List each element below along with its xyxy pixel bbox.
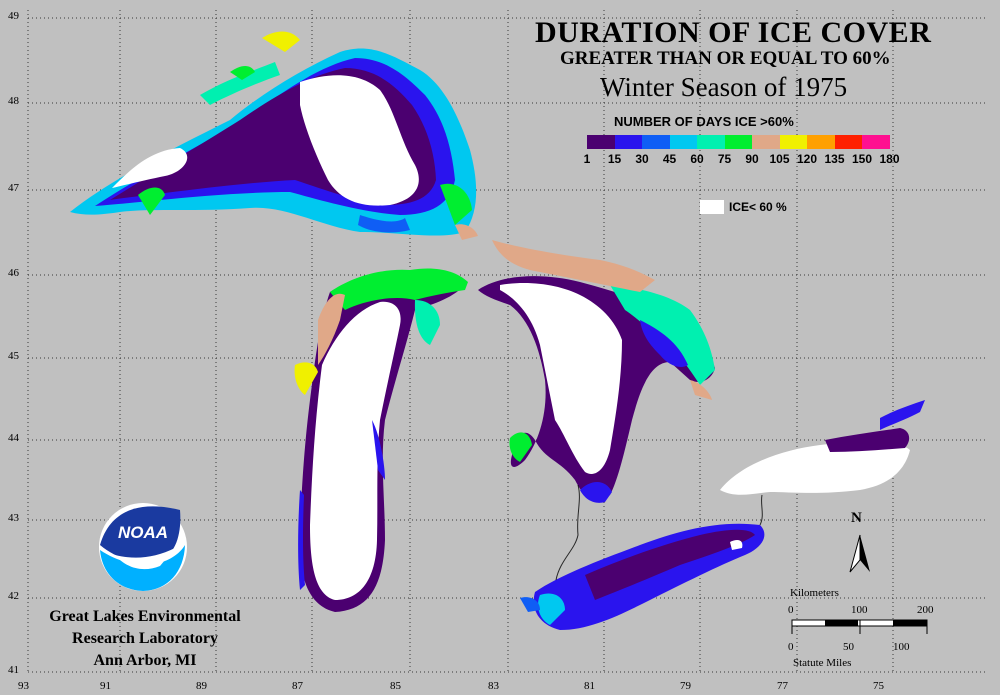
legend-swatch — [807, 135, 835, 149]
latitude-label: 42 — [8, 590, 19, 602]
latitude-label: 41 — [8, 664, 19, 676]
longitude-label: 81 — [584, 680, 595, 692]
longitude-label: 89 — [196, 680, 207, 692]
legend-title: NUMBER OF DAYS ICE >60% — [614, 114, 794, 129]
north-label: N — [851, 510, 862, 526]
legend-label: 120 — [796, 152, 818, 166]
map-subtitle: GREATER THAN OR EQUAL TO 60% — [560, 48, 891, 69]
scale-bar — [791, 619, 928, 634]
longitude-label: 91 — [100, 680, 111, 692]
legend-color-bar — [587, 135, 890, 149]
longitude-label: 93 — [18, 680, 29, 692]
scale-km-tick-200: 200 — [917, 604, 934, 616]
north-arrow — [849, 534, 870, 573]
scale-mi-tick-100: 100 — [893, 641, 910, 653]
legend-label: 30 — [635, 152, 649, 166]
scale-mi-tick-0: 0 — [788, 641, 794, 653]
legend-labels: 1 15 30 45 60 75 90 105 120 135 150 180 — [570, 152, 950, 168]
lake-erie — [520, 523, 765, 630]
longitude-label: 85 — [390, 680, 401, 692]
latitude-label: 48 — [8, 95, 19, 107]
season-label: Winter Season of 1975 — [600, 72, 848, 102]
legend-swatch — [614, 135, 642, 149]
latitude-label: 46 — [8, 267, 19, 279]
legend-swatch — [834, 135, 862, 149]
lake-michigan — [294, 268, 468, 612]
scale-km-tick-0: 0 — [788, 604, 794, 616]
longitude-label: 83 — [488, 680, 499, 692]
legend-swatch — [697, 135, 725, 149]
lab-name-line1: Great Lakes Environmental — [49, 608, 241, 625]
ice-legend: ICE< 60 % — [700, 200, 787, 214]
longitude-label: 77 — [777, 680, 788, 692]
latitude-label: 47 — [8, 182, 19, 194]
legend-label: 180 — [879, 152, 900, 166]
legend-label: 15 — [607, 152, 622, 166]
latitude-label: 44 — [8, 432, 19, 444]
longitude-label: 87 — [292, 680, 303, 692]
map-title: DURATION OF ICE COVER — [535, 16, 932, 49]
legend-swatch — [862, 135, 890, 149]
longitude-label: 75 — [873, 680, 884, 692]
legend-swatch — [642, 135, 670, 149]
legend-label: 75 — [717, 152, 732, 166]
ice-label: ICE< 60 % — [729, 200, 787, 214]
noaa-logo: NOAA — [99, 503, 187, 591]
legend-label: 150 — [851, 152, 873, 166]
lab-location: Ann Arbor, MI — [93, 652, 197, 669]
legend-label: 105 — [769, 152, 790, 166]
latitude-label: 49 — [8, 10, 19, 22]
scale-mi-label: Statute Miles — [793, 657, 852, 669]
legend-label: 135 — [824, 152, 845, 166]
lake-superior — [70, 31, 478, 240]
lake-huron — [478, 240, 715, 503]
scale-km-label: Kilometers — [790, 587, 839, 599]
legend-swatch — [752, 135, 780, 149]
latitude-label: 43 — [8, 512, 19, 524]
noaa-logo-text: NOAA — [118, 523, 168, 542]
ice-swatch — [700, 200, 724, 214]
legend-swatch — [669, 135, 697, 149]
legend-swatch — [779, 135, 807, 149]
legend-swatch — [587, 135, 615, 149]
connecting-rivers — [555, 484, 763, 581]
legend-label: 45 — [662, 152, 677, 166]
scale-mi-tick-50: 50 — [843, 641, 854, 653]
scale-km-tick-100: 100 — [851, 604, 868, 616]
lake-ontario — [720, 400, 925, 495]
legend-label: 1 — [583, 152, 591, 166]
lab-name-line2: Research Laboratory — [72, 630, 218, 647]
legend-swatch — [724, 135, 752, 149]
legend-label: 90 — [745, 152, 759, 166]
legend-label: 60 — [690, 152, 704, 166]
longitude-label: 79 — [680, 680, 691, 692]
latitude-label: 45 — [8, 350, 19, 362]
